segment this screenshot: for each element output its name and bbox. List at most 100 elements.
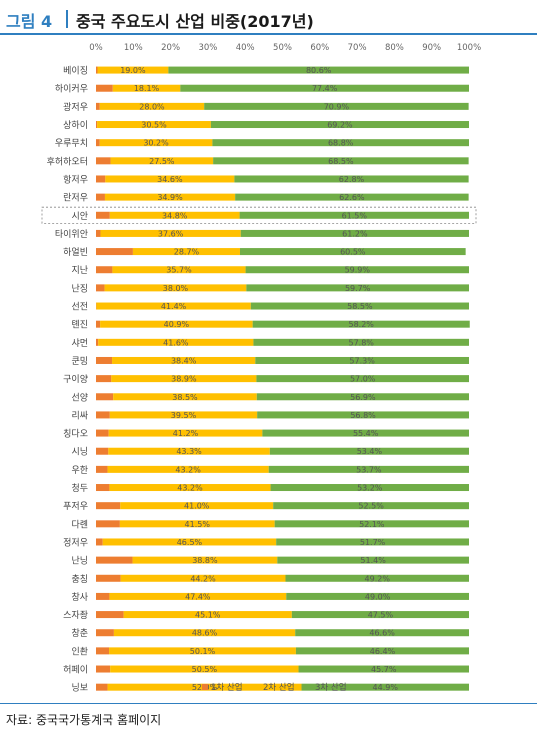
bar-segment xyxy=(113,629,296,637)
data-label: 56.8% xyxy=(350,411,376,420)
category-label: 창사 xyxy=(71,592,88,603)
data-label: 57.8% xyxy=(348,338,374,347)
bar-segment xyxy=(253,338,469,346)
x-tick-label: 80% xyxy=(385,43,404,53)
bar-segment xyxy=(96,611,124,619)
x-tick-label: 20% xyxy=(161,43,180,53)
bar-segment xyxy=(97,121,211,129)
bar-segment xyxy=(212,139,469,147)
bar-segment xyxy=(298,665,469,673)
category-label: 타이위안 xyxy=(55,229,88,240)
category-label: 톈진 xyxy=(71,320,88,331)
category-label: 스자좡 xyxy=(63,609,88,621)
category-label: 란저우 xyxy=(63,192,88,204)
bar-segment xyxy=(96,502,121,510)
data-label: 48.6% xyxy=(192,629,218,638)
top-divider xyxy=(0,33,537,35)
data-label: 38.5% xyxy=(172,393,198,402)
bar-segment xyxy=(102,538,277,546)
bar-segment xyxy=(96,465,108,473)
bar-segment xyxy=(96,266,113,274)
category-label: 푸저우 xyxy=(63,501,88,512)
category-label: 우루무치 xyxy=(55,137,88,149)
bar-segment xyxy=(109,411,258,419)
data-label: 70.9% xyxy=(324,102,350,111)
data-label: 59.9% xyxy=(345,266,371,275)
data-label: 51.4% xyxy=(360,556,386,565)
bar-segment xyxy=(96,356,113,364)
x-tick-label: 100% xyxy=(457,43,481,53)
data-label: 58.2% xyxy=(348,320,374,329)
bar-segment xyxy=(108,429,263,437)
bar-segment xyxy=(96,665,111,673)
category-label: 허페이 xyxy=(63,665,88,676)
bar-segment xyxy=(96,538,103,546)
bar-segment xyxy=(204,102,469,110)
bar-segment xyxy=(97,66,169,74)
legend-label: 2차 산업 xyxy=(263,682,295,693)
category-label: 난징 xyxy=(71,283,88,294)
data-label: 38.4% xyxy=(171,356,197,365)
bar-segment xyxy=(104,284,247,292)
bar-segment xyxy=(119,520,275,528)
bar-segment xyxy=(110,157,214,165)
category-label: 난닝 xyxy=(71,556,88,567)
data-label: 56.9% xyxy=(350,393,376,402)
data-label: 34.8% xyxy=(162,211,188,220)
data-label: 59.7% xyxy=(345,284,371,293)
category-label: 닝보 xyxy=(71,683,88,694)
bar-segment xyxy=(252,320,470,328)
bar-segment xyxy=(96,429,109,437)
bar-segment xyxy=(270,484,469,492)
data-label: 43.2% xyxy=(175,465,201,474)
category-label: 하얼빈 xyxy=(63,247,88,258)
data-label: 27.5% xyxy=(149,157,175,166)
bar-segment xyxy=(96,157,111,165)
legend-swatch xyxy=(202,684,208,690)
data-label: 30.2% xyxy=(143,139,169,148)
bar-segment xyxy=(96,139,100,147)
bar-segment xyxy=(99,102,205,110)
bar-segment xyxy=(96,393,114,401)
bar-segment xyxy=(277,556,469,564)
bottom-divider xyxy=(0,703,537,704)
category-label: 하이커우 xyxy=(55,84,88,95)
bar-segment xyxy=(255,356,469,364)
legend-label: 1차 산업 xyxy=(211,682,243,693)
bar-segment xyxy=(96,574,121,582)
bar-segment xyxy=(96,484,110,492)
bar-segment xyxy=(109,484,271,492)
bar-segment xyxy=(245,266,469,274)
category-label: 선양 xyxy=(71,392,88,403)
data-label: 28.0% xyxy=(139,102,165,111)
bar-segment xyxy=(257,411,469,419)
title-separator xyxy=(66,10,68,28)
data-label: 52.1% xyxy=(359,520,385,529)
x-tick-label: 70% xyxy=(348,43,367,53)
data-label: 41.5% xyxy=(185,520,211,529)
bar-segment xyxy=(96,683,108,691)
bar-segment xyxy=(109,647,296,655)
bar-segment xyxy=(269,447,469,455)
bar-segment xyxy=(239,248,466,256)
bar-segment xyxy=(285,574,469,582)
stacked-bar-chart: 0% 10% 20% 30% 40% 50% 60% 70% 80% 90% 100% 19.0% 8… xyxy=(41,43,481,694)
x-tick-label: 0% xyxy=(89,43,103,53)
data-label: 34.9% xyxy=(157,193,183,202)
bar-segment xyxy=(96,102,100,110)
data-label: 62.6% xyxy=(339,193,365,202)
x-tick-label: 30% xyxy=(198,43,217,53)
y-axis-labels: 베이징하이커우광저우상하이우루무치후허하오터항저우란저우시안타이위안하얼빈지난난… xyxy=(41,66,477,694)
data-label: 43.2% xyxy=(177,484,203,493)
bar-segment xyxy=(301,683,469,691)
bar-segment xyxy=(112,84,181,92)
bar-segment xyxy=(96,229,101,237)
x-tick-label: 60% xyxy=(310,43,329,53)
data-label: 37.6% xyxy=(158,229,184,238)
data-label: 53.2% xyxy=(357,484,383,493)
bar-segment xyxy=(274,520,469,528)
category-label: 리싸 xyxy=(71,410,88,421)
data-label: 60.5% xyxy=(340,248,366,257)
category-label: 쿤밍 xyxy=(71,356,88,367)
bar-segment xyxy=(96,284,105,292)
